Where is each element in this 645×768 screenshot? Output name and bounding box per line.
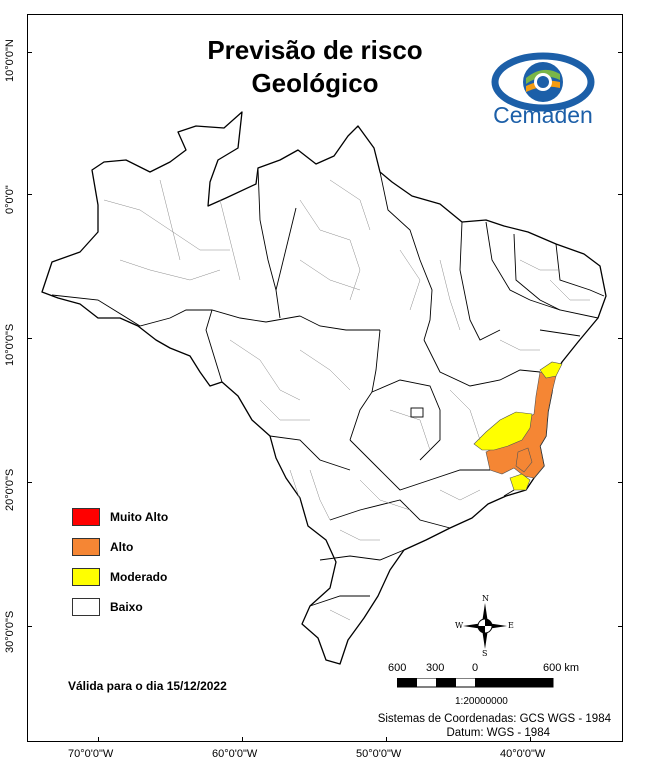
cemaden-logo-text: Cemaden: [493, 102, 593, 128]
lon-label-40w: 40°0'0"W: [500, 748, 546, 760]
legend-swatch: [72, 508, 100, 526]
tick: [98, 737, 99, 742]
compass-e: E: [508, 621, 514, 630]
tick: [27, 338, 32, 339]
tick: [618, 626, 623, 627]
tick: [618, 52, 623, 53]
state-borders: [51, 167, 605, 607]
tick: [242, 737, 243, 742]
compass-rose: N S W E: [455, 594, 515, 658]
legend-label: Moderado: [110, 570, 168, 584]
cemaden-logo-icon: [491, 52, 595, 112]
legend-label: Muito Alto: [110, 510, 169, 524]
tick: [27, 626, 32, 627]
tick: [27, 482, 32, 483]
scale-label-0: 0: [472, 662, 479, 674]
compass-s: S: [482, 649, 488, 658]
tick: [27, 52, 32, 53]
scale-label-300: 300: [426, 662, 445, 674]
region-alto-2: [515, 447, 533, 473]
region-borders: [103, 179, 590, 621]
lon-label-70w: 70°0'0"W: [68, 748, 114, 760]
legend-swatch: [72, 538, 100, 556]
compass-w: W: [455, 621, 464, 630]
scale-ratio: 1:20000000: [455, 696, 508, 707]
lon-label-60w: 60°0'0"W: [212, 748, 258, 760]
compass-n: N: [482, 594, 489, 603]
tick: [618, 338, 623, 339]
legend-swatch: [72, 568, 100, 586]
legend-label: Baixo: [110, 600, 143, 614]
scale-bar: [397, 678, 554, 688]
legend-item-moderado: Moderado: [72, 568, 272, 588]
legend-item-alto: Alto: [72, 538, 272, 558]
tick: [618, 194, 623, 195]
legend-item-baixo: Baixo: [72, 598, 272, 618]
tick: [386, 737, 387, 742]
coordinate-system: Sistemas de Coordenadas: GCS WGS - 1984: [377, 713, 611, 725]
map-title-line2: Geológico: [251, 68, 379, 98]
datum: Datum: WGS - 1984: [446, 727, 550, 739]
legend-swatch: [72, 598, 100, 616]
tick: [618, 482, 623, 483]
legend-label: Alto: [110, 540, 134, 554]
lon-label-50w: 50°0'0"W: [356, 748, 402, 760]
region-moderado-3: [509, 473, 531, 491]
map-title-line1: Previsão de risco: [207, 35, 423, 65]
region-moderado-2: [539, 361, 563, 379]
validity-date: Válida para o dia 15/12/2022: [68, 679, 227, 693]
federal-district: [410, 407, 424, 418]
scale-label-600-left: 600: [388, 662, 407, 674]
tick: [530, 737, 531, 742]
region-moderado-1: [473, 411, 533, 451]
scale-label-600-km: 600 km: [543, 662, 580, 674]
compass-icon: [463, 603, 507, 649]
map-title: Previsão de risco Geológico: [150, 34, 480, 100]
tick: [27, 194, 32, 195]
legend-item-muito-alto: Muito Alto: [72, 508, 272, 528]
